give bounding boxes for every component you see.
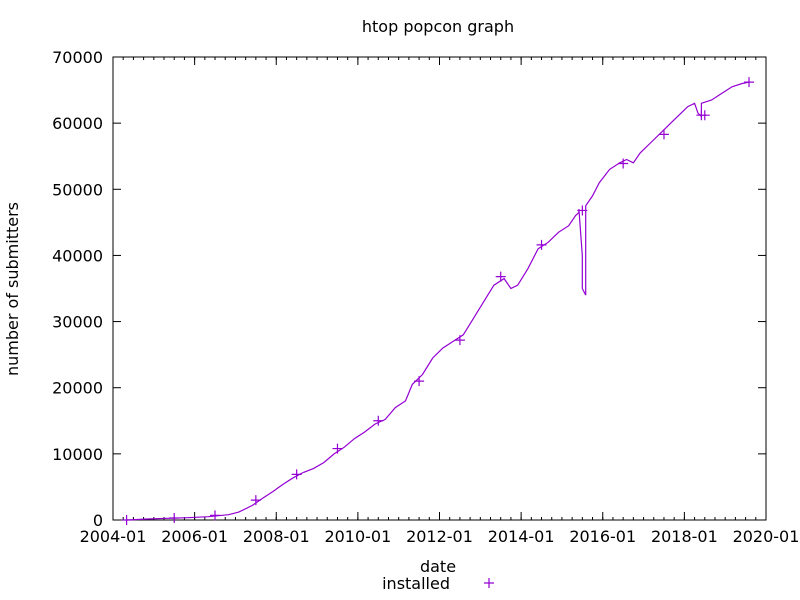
y-tick-label: 20000 [52,379,103,398]
data-point-marker [454,335,465,346]
x-tick-label: 2012-01 [406,527,473,546]
legend: installed [382,574,494,593]
legend-label: installed [382,574,450,593]
data-point-marker [658,129,669,140]
data-point-marker [250,495,261,506]
data-point-marker [495,271,506,282]
y-tick-label: 40000 [52,246,103,265]
x-tick-label: 2008-01 [243,527,310,546]
x-axis-label: date [420,557,456,576]
x-tick-label: 2006-01 [161,527,228,546]
y-tick-label: 50000 [52,180,103,199]
x-tick-label: 2014-01 [488,527,555,546]
data-point-marker [169,513,180,524]
legend-plus-marker [484,578,494,588]
data-point-marker [618,158,629,169]
data-point-marker [577,205,588,216]
x-tick-label: 2020-01 [733,527,800,546]
data-point-marker [536,239,547,250]
x-tick-label: 2004-01 [80,527,147,546]
data-point-marker [699,110,710,121]
data-point-marker [414,376,425,387]
legend-marker [484,578,494,588]
x-tick-label: 2010-01 [324,527,391,546]
chart-axes: 2004-01 2006-01 2008-01 2010-01 2012-01 2014-… [52,48,799,546]
y-axis-label: number of submitters [3,202,22,376]
data-point-marker [373,415,384,426]
y-tick-label: 70000 [52,48,103,67]
data-point-marker [210,510,221,521]
data-point-marker [121,515,132,525]
series-line [126,81,750,521]
chart-title: htop popcon graph [362,17,514,36]
x-tick-label: 2018-01 [651,527,718,546]
data-point-marker [743,77,754,88]
y-tick-label: 60000 [52,114,103,133]
y-tick-label: 10000 [52,445,103,464]
data-point-marker [291,469,302,480]
data-point-marker [332,443,343,454]
series-installed [121,77,754,525]
y-tick-label: 30000 [52,313,103,332]
x-tick-label: 2016-01 [569,527,636,546]
y-tick-label: 0 [93,511,103,530]
